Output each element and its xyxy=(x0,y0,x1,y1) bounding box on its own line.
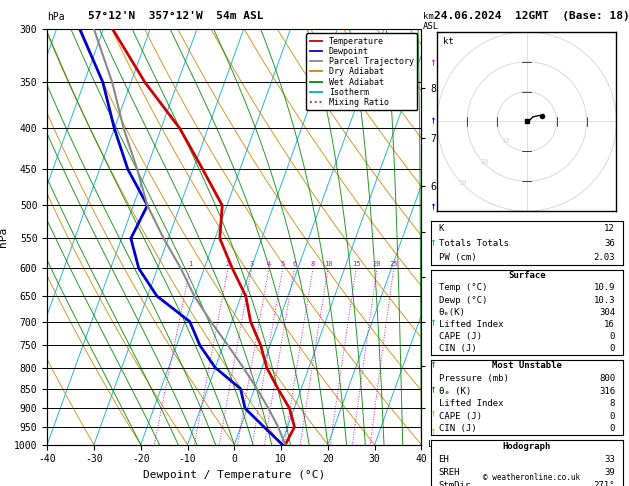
Text: 5: 5 xyxy=(281,260,285,267)
Text: →: → xyxy=(430,59,440,66)
Text: CIN (J): CIN (J) xyxy=(438,344,476,353)
Text: Surface: Surface xyxy=(508,271,545,280)
Text: 0: 0 xyxy=(610,344,615,353)
Text: 10.9: 10.9 xyxy=(594,283,615,293)
Text: 39: 39 xyxy=(604,468,615,477)
Text: →: → xyxy=(430,116,440,123)
Text: 304: 304 xyxy=(599,308,615,317)
Text: →: → xyxy=(430,318,440,325)
Text: 25: 25 xyxy=(389,260,398,267)
Text: 271°: 271° xyxy=(594,481,615,486)
Text: CAPE (J): CAPE (J) xyxy=(438,332,482,341)
Text: 8: 8 xyxy=(610,399,615,408)
Text: © weatheronline.co.uk: © weatheronline.co.uk xyxy=(483,473,580,482)
Text: PW (cm): PW (cm) xyxy=(438,253,476,262)
X-axis label: Dewpoint / Temperature (°C): Dewpoint / Temperature (°C) xyxy=(143,470,325,480)
Text: 2: 2 xyxy=(226,260,230,267)
Text: 2.03: 2.03 xyxy=(594,253,615,262)
Text: Lifted Index: Lifted Index xyxy=(438,399,503,408)
Text: θₑ(K): θₑ(K) xyxy=(438,308,465,317)
Legend: Temperature, Dewpoint, Parcel Trajectory, Dry Adiabat, Wet Adiabat, Isotherm, Mi: Temperature, Dewpoint, Parcel Trajectory… xyxy=(306,34,417,110)
Text: Dewp (°C): Dewp (°C) xyxy=(438,295,487,305)
Text: 20: 20 xyxy=(373,260,381,267)
Text: 0: 0 xyxy=(610,332,615,341)
Text: 12: 12 xyxy=(604,224,615,233)
Text: Hodograph: Hodograph xyxy=(503,442,551,451)
Text: 8: 8 xyxy=(311,260,315,267)
Text: LCL: LCL xyxy=(428,440,445,449)
Text: CIN (J): CIN (J) xyxy=(438,424,476,433)
Text: θₑ (K): θₑ (K) xyxy=(438,386,470,396)
Text: EH: EH xyxy=(438,455,449,464)
Text: 33: 33 xyxy=(604,455,615,464)
Text: CAPE (J): CAPE (J) xyxy=(438,412,482,421)
Text: 1: 1 xyxy=(188,260,192,267)
Text: 30: 30 xyxy=(459,180,467,186)
Text: 0: 0 xyxy=(610,424,615,433)
Text: 316: 316 xyxy=(599,386,615,396)
Text: →: → xyxy=(430,238,440,245)
Text: Most Unstable: Most Unstable xyxy=(492,362,562,370)
Text: K: K xyxy=(438,224,444,233)
Text: Totals Totals: Totals Totals xyxy=(438,239,508,247)
Y-axis label: hPa: hPa xyxy=(0,227,8,247)
Text: 10: 10 xyxy=(501,138,510,144)
Text: →: → xyxy=(430,360,440,367)
Text: Temp (°C): Temp (°C) xyxy=(438,283,487,293)
Text: 36: 36 xyxy=(604,239,615,247)
Text: →: → xyxy=(430,409,440,416)
Text: →: → xyxy=(430,427,440,434)
Text: SREH: SREH xyxy=(438,468,460,477)
Text: hPa: hPa xyxy=(47,12,65,22)
Text: 20: 20 xyxy=(480,159,489,165)
Text: 16: 16 xyxy=(604,320,615,329)
Text: 10.3: 10.3 xyxy=(594,295,615,305)
Text: km
ASL: km ASL xyxy=(423,12,439,31)
Text: 57°12'N  357°12'W  54m ASL: 57°12'N 357°12'W 54m ASL xyxy=(88,11,264,21)
Text: kt: kt xyxy=(443,37,454,46)
Text: 800: 800 xyxy=(599,374,615,383)
Text: StmDir: StmDir xyxy=(438,481,470,486)
Text: Pressure (mb): Pressure (mb) xyxy=(438,374,508,383)
Text: 4: 4 xyxy=(267,260,271,267)
Text: 15: 15 xyxy=(352,260,360,267)
Text: Lifted Index: Lifted Index xyxy=(438,320,503,329)
Text: 3: 3 xyxy=(250,260,253,267)
Text: 24.06.2024  12GMT  (Base: 18): 24.06.2024 12GMT (Base: 18) xyxy=(433,11,629,21)
Text: →: → xyxy=(430,385,440,392)
Text: →: → xyxy=(430,202,440,209)
Text: 6: 6 xyxy=(292,260,296,267)
Text: 0: 0 xyxy=(610,412,615,421)
Text: 10: 10 xyxy=(324,260,332,267)
